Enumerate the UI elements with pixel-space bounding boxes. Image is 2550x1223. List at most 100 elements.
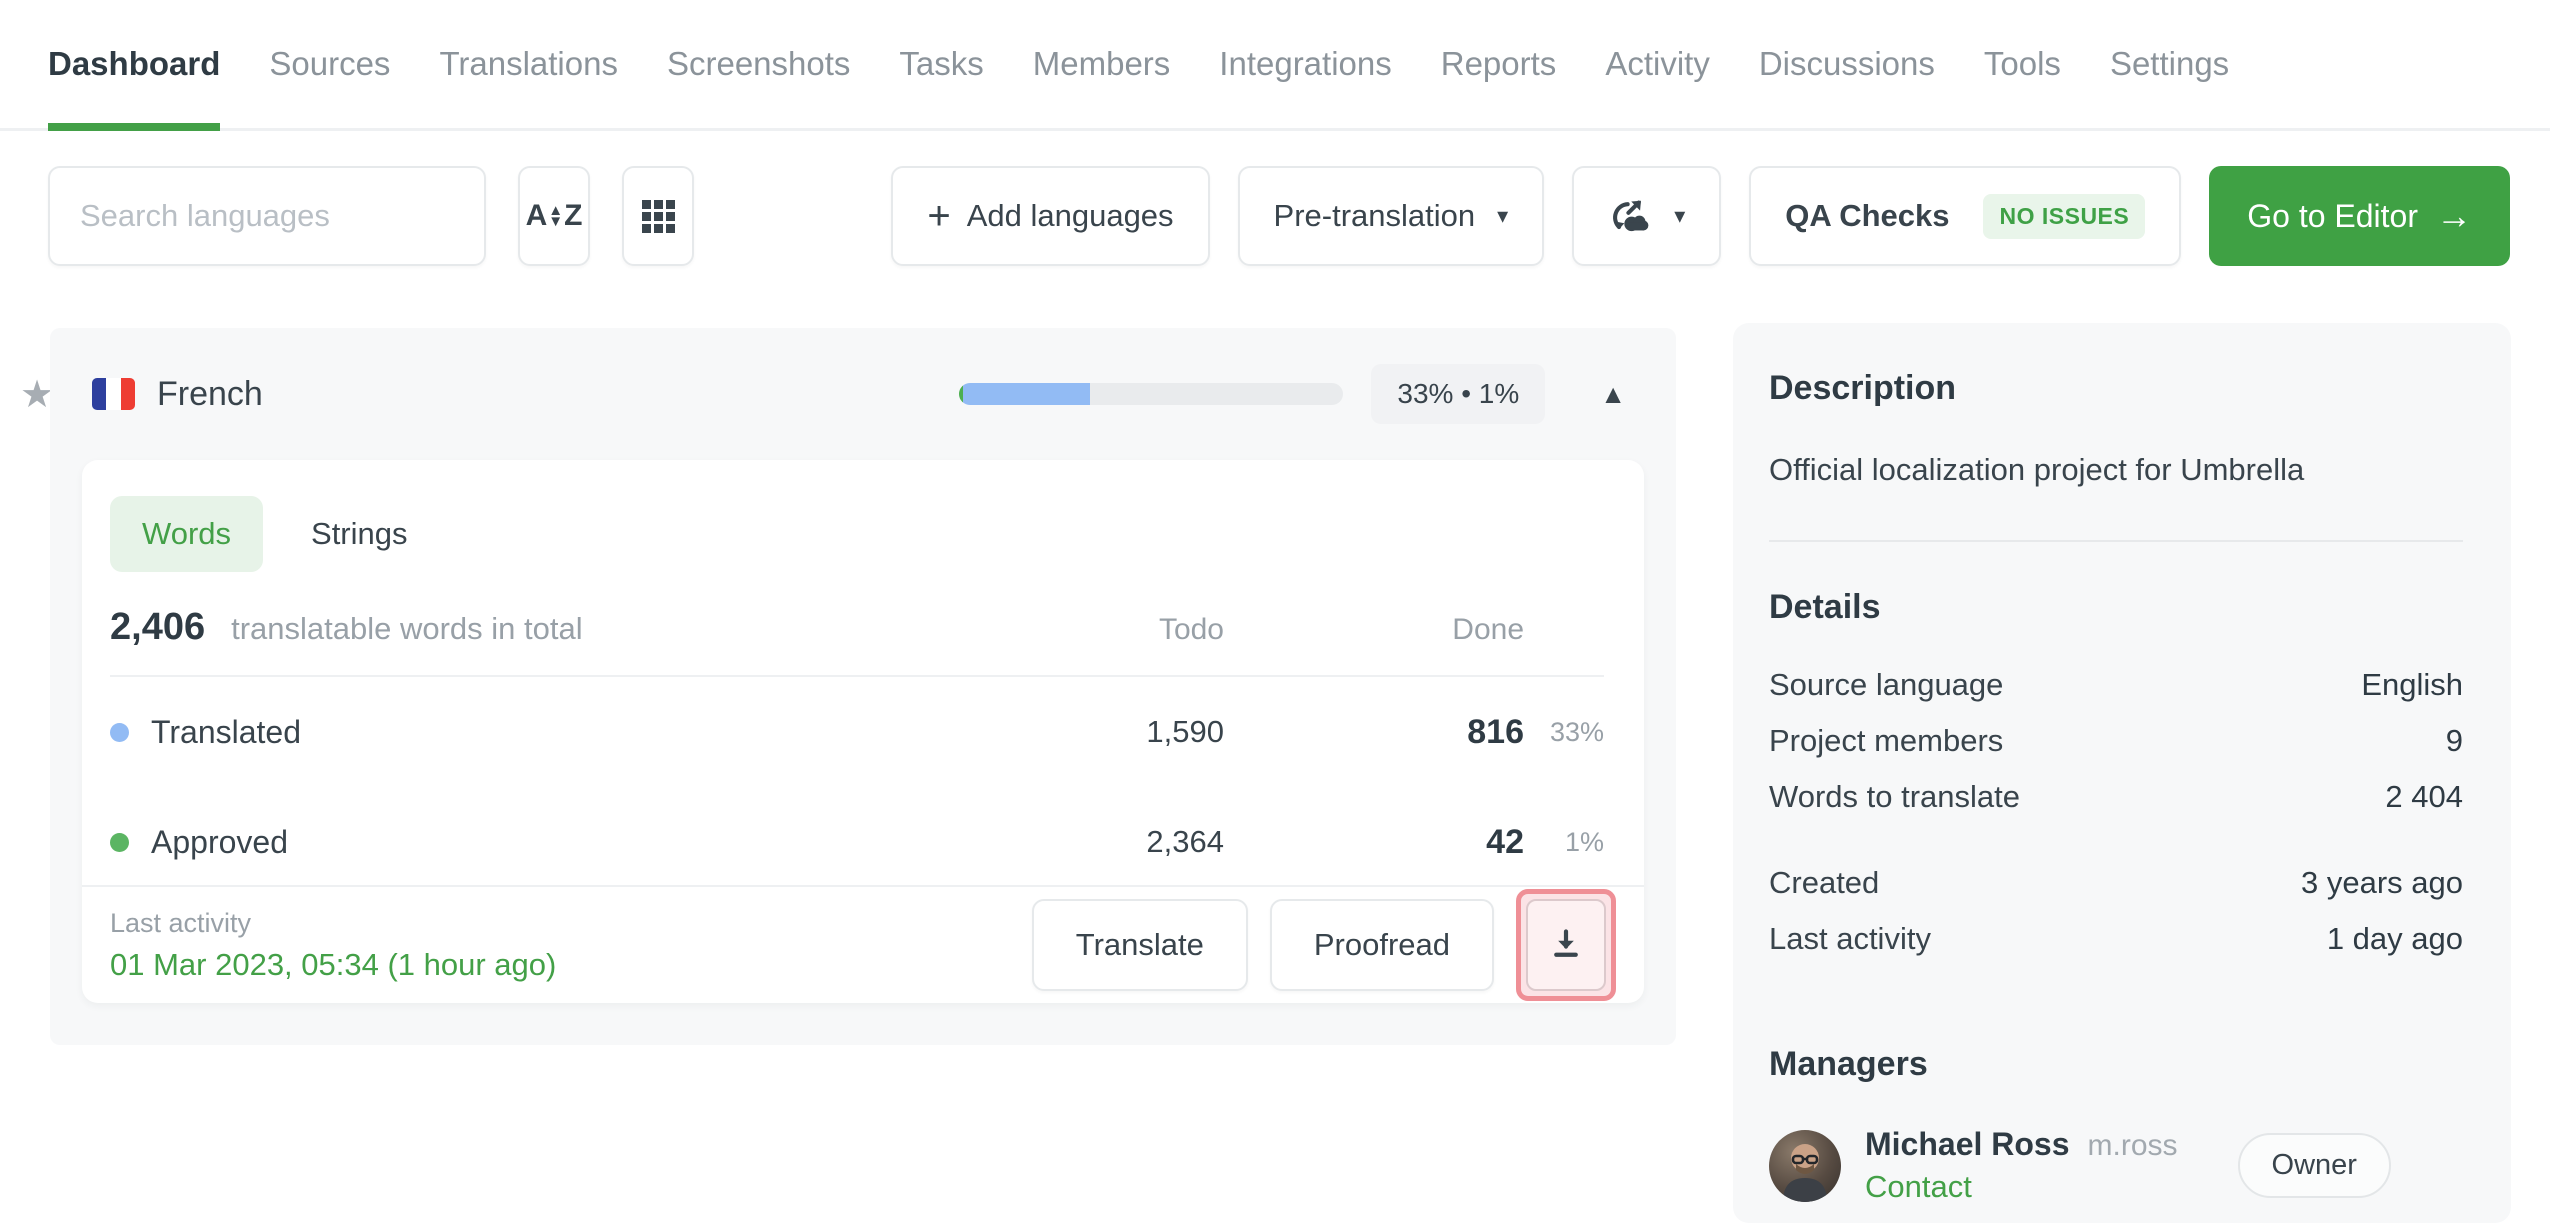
language-name: French	[157, 374, 263, 413]
last-activity-label: Last activity	[110, 907, 252, 938]
owner-role-badge: Owner	[2237, 1133, 2391, 1198]
detail-row-last-activity: Last activity 1 day ago	[1769, 921, 2463, 969]
grid-view-button[interactable]	[622, 166, 694, 266]
translate-button[interactable]: Translate	[1031, 899, 1248, 991]
progress-percent-badge: 33% • 1%	[1371, 364, 1546, 424]
totals-row: 2,406 translatable words in total Todo D…	[110, 606, 1604, 677]
manager-contact-link[interactable]: Contact	[1865, 1169, 1972, 1204]
detail-value: 2 404	[2385, 779, 2463, 814]
approved-pct-value: 1%	[1564, 826, 1604, 857]
detail-label: Words to translate	[1769, 779, 2020, 814]
units-tabs: Words Strings	[110, 496, 1604, 572]
column-header-todo: Todo	[1158, 613, 1224, 646]
qa-checks-button[interactable]: QA Checks NO ISSUES	[1749, 166, 2182, 266]
download-button[interactable]	[1526, 899, 1606, 991]
sort-az-icon: A ▲ ▼ Z	[525, 199, 583, 232]
detail-value: 9	[2445, 723, 2463, 758]
language-panel-french: French 33% • 1% ▲ Words Strings 2,406 tr…	[50, 328, 1676, 1045]
grid-view-icon	[641, 199, 675, 233]
project-nav: Dashboard Sources Translations Screensho…	[0, 0, 2550, 131]
search-languages-field[interactable]	[48, 166, 486, 266]
favorite-star-icon[interactable]: ★	[20, 374, 55, 416]
add-languages-button[interactable]: + Add languages	[891, 166, 1210, 266]
manager-username: m.ross	[2087, 1129, 2178, 1162]
tab-settings[interactable]: Settings	[2109, 45, 2230, 82]
approved-done-value: 42	[1486, 822, 1524, 861]
tab-discussions[interactable]: Discussions	[1758, 45, 1935, 82]
detail-row-source-language: Source language English	[1769, 667, 2463, 715]
french-flag-icon	[92, 378, 135, 410]
stat-label: Approved	[151, 823, 288, 860]
detail-label: Last activity	[1769, 921, 1931, 956]
detail-value: English	[2361, 667, 2463, 702]
tab-activity[interactable]: Activity	[1605, 45, 1710, 82]
project-info-sidebar: Description Official localization projec…	[1733, 323, 2511, 1223]
detail-row-project-members: Project members 9	[1769, 723, 2463, 771]
language-stats-card: Words Strings 2,406 translatable words i…	[82, 460, 1644, 1003]
language-header[interactable]: French 33% • 1% ▲	[50, 328, 1676, 460]
detail-row-words-to-translate: Words to translate 2 404	[1769, 779, 2463, 827]
description-title: Description	[1769, 369, 1957, 407]
stat-row-approved: Approved 2,364 42 1%	[110, 787, 1604, 897]
collapse-arrow-icon[interactable]: ▲	[1600, 378, 1626, 409]
translated-pct-value: 33%	[1549, 716, 1604, 747]
tab-strings[interactable]: Strings	[311, 516, 408, 551]
plus-icon: +	[927, 194, 951, 238]
managers-title: Managers	[1769, 1045, 1928, 1083]
tab-integrations[interactable]: Integrations	[1219, 45, 1392, 82]
qa-checks-label: QA Checks	[1785, 198, 1950, 233]
chevron-down-icon: ▾	[1674, 203, 1686, 228]
search-input[interactable]	[80, 198, 454, 234]
translated-done-value: 816	[1467, 712, 1524, 751]
languages-toolbar: A▲▼Z + Add languages Pre-translation ▾	[48, 166, 2510, 268]
tab-sources[interactable]: Sources	[269, 45, 391, 82]
tab-reports[interactable]: Reports	[1440, 45, 1557, 82]
sync-cloud-icon	[1608, 197, 1652, 235]
total-words-value: 2,406	[110, 606, 206, 648]
tab-dashboard[interactable]: Dashboard	[48, 0, 221, 131]
go-to-editor-button[interactable]: Go to Editor →	[2209, 166, 2510, 266]
details-title: Details	[1769, 588, 1881, 626]
pre-translation-dropdown[interactable]: Pre-translation ▾	[1237, 166, 1545, 266]
stat-label: Translated	[151, 713, 301, 750]
total-words-caption: translatable words in total	[231, 611, 583, 646]
language-card-footer: Last activity 01 Mar 2023, 05:34 (1 hour…	[82, 885, 1644, 1003]
last-activity-link[interactable]: 01 Mar 2023, 05:34 (1 hour ago)	[110, 946, 557, 982]
sync-translations-dropdown[interactable]: ▾	[1572, 166, 1722, 266]
tab-translations[interactable]: Translations	[439, 45, 618, 82]
pre-translation-label: Pre-translation	[1273, 198, 1476, 233]
tab-tasks[interactable]: Tasks	[899, 45, 984, 82]
progress-translated-segment	[963, 383, 1090, 405]
detail-value: 3 years ago	[2301, 865, 2463, 900]
translated-dot-icon	[110, 722, 129, 742]
detail-value: 1 day ago	[2326, 921, 2463, 956]
go-to-editor-label: Go to Editor	[2247, 197, 2418, 234]
tab-words[interactable]: Words	[110, 496, 264, 572]
approved-dot-icon	[110, 832, 129, 852]
detail-label: Created	[1769, 865, 1880, 900]
approved-todo-value: 2,364	[1146, 824, 1224, 859]
detail-row-created: Created 3 years ago	[1769, 865, 2463, 913]
download-highlight-annotation	[1516, 889, 1616, 1001]
stat-row-translated: Translated 1,590 816 33%	[110, 677, 1604, 787]
chevron-down-icon: ▾	[1497, 203, 1509, 228]
detail-label: Source language	[1769, 667, 2004, 702]
details-list: Source language English Project members …	[1769, 667, 2463, 969]
tab-tools[interactable]: Tools	[1983, 45, 2061, 82]
translation-progress-bar	[959, 383, 1344, 405]
manager-name: Michael Ross	[1865, 1126, 2070, 1162]
tab-screenshots[interactable]: Screenshots	[666, 45, 851, 82]
column-header-done: Done	[1452, 613, 1524, 646]
arrow-right-icon: →	[2436, 195, 2472, 236]
qa-no-issues-badge: NO ISSUES	[1983, 193, 2146, 239]
add-languages-label: Add languages	[966, 198, 1174, 233]
progress-approved-segment	[959, 383, 964, 405]
detail-label: Project members	[1769, 723, 2004, 758]
divider	[1769, 540, 2463, 542]
description-text: Official localization project for Umbrel…	[1769, 452, 2305, 487]
tab-members[interactable]: Members	[1032, 45, 1171, 82]
download-icon	[1548, 927, 1584, 963]
proofread-button[interactable]: Proofread	[1269, 899, 1494, 991]
manager-row: Michael Ross m.ross Contact Owner	[1769, 1126, 2463, 1205]
sort-alphabetically-button[interactable]: A ▲ ▼ Z	[518, 166, 590, 266]
